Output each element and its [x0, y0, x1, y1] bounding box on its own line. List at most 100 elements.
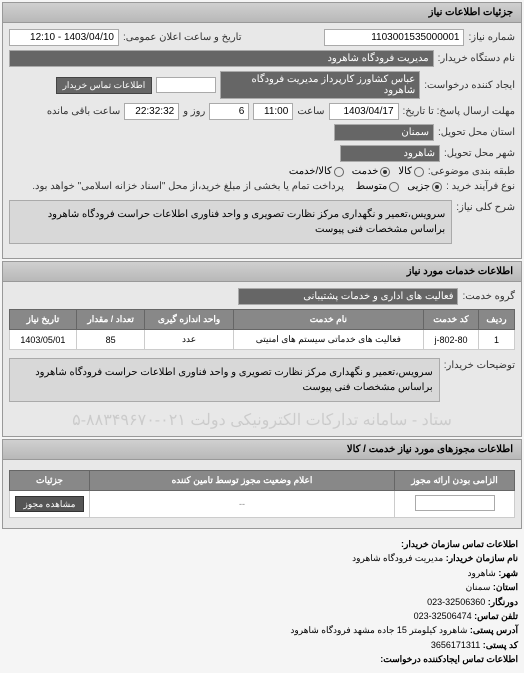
radio-dot-icon — [414, 167, 424, 177]
remaining-days-label: روز و — [183, 106, 205, 117]
desc-label: شرح کلی نیاز: — [456, 196, 515, 213]
contact-province: استان: سمنان — [6, 580, 518, 594]
table-row[interactable]: 1 j-802-80 فعالیت های خدماتی سیستم های ا… — [10, 330, 515, 350]
city-value: شاهرود — [340, 145, 440, 162]
cell-unit: عدد — [145, 330, 233, 350]
licenses-header: اطلاعات مجوزهای مورد نیاز خدمت / کالا — [3, 440, 521, 460]
service-group-label: گروه خدمت: — [462, 291, 515, 302]
purchase-type-label: نوع فرآیند خرید : — [446, 181, 515, 192]
announce-date-value: 1403/04/10 - 12:10 — [9, 29, 119, 46]
deadline-time: 11:00 — [253, 103, 293, 120]
requester-label: ایجاد کننده درخواست: — [424, 80, 515, 91]
contact-province-label: استان: — [493, 582, 518, 592]
contact-city: شهر: شاهرود — [6, 566, 518, 580]
col-row: ردیف — [478, 310, 514, 330]
contact-org: نام سازمان خریدار: مدیریت فرودگاه شاهرود — [6, 551, 518, 565]
need-details-body: شماره نیاز: 1103001535000001 تاریخ و ساع… — [3, 23, 521, 258]
services-table: ردیف کد خدمت نام خدمت واحد اندازه گیری ت… — [9, 309, 515, 350]
cell-row: 1 — [478, 330, 514, 350]
col-name: نام خدمت — [233, 310, 423, 330]
time-label-1: ساعت — [297, 106, 324, 117]
org-value: مدیریت فرودگاه شاهرود — [9, 50, 434, 67]
deadline-label: مهلت ارسال پاسخ: تا تاریخ: — [403, 106, 515, 117]
col-status: اعلام وضعیت مجوز توسط تامین کننده — [90, 471, 395, 491]
radio-khadamat[interactable]: خدمت — [352, 166, 391, 177]
requester-extra — [156, 77, 216, 93]
purchase-radio-group: جزیی متوسط — [356, 181, 442, 192]
radio-kala[interactable]: کالا — [398, 166, 424, 177]
services-header: اطلاعات خدمات مورد نیاز — [3, 262, 521, 282]
contact-org-value: مدیریت فرودگاه شاهرود — [352, 553, 443, 563]
cell-mandatory — [395, 491, 515, 518]
need-details-panel: جزئیات اطلاعات نیاز شماره نیاز: 11030015… — [2, 2, 522, 259]
province-label: استان محل تحویل: — [438, 127, 515, 138]
col-qty: تعداد / مقدار — [76, 310, 145, 330]
contact-phone: تلفن تماس: 32506474-023 — [6, 609, 518, 623]
radio-both-label: کالا/خدمت — [289, 166, 332, 177]
services-body: گروه خدمت: فعالیت های اداری و خدمات پشتی… — [3, 282, 521, 436]
col-code: کد خدمت — [424, 310, 479, 330]
buyer-notes-text: سرویس،تعمیر و نگهداری مرکز نظارت تصویری … — [9, 358, 440, 402]
col-date: تاریخ نیاز — [10, 310, 77, 330]
radio-dot-icon — [432, 182, 442, 192]
radio-khadamat-label: خدمت — [352, 166, 379, 177]
need-details-header: جزئیات اطلاعات نیاز — [3, 3, 521, 23]
contact-buyer-button[interactable]: اطلاعات تماس خریدار — [56, 77, 153, 94]
contact-phone-value: 32506474-023 — [414, 611, 472, 621]
need-no-label: شماره نیاز: — [468, 32, 515, 43]
radio-small-label: جزیی — [407, 181, 430, 192]
radio-dot-icon — [389, 182, 399, 192]
table-header-row: ردیف کد خدمت نام خدمت واحد اندازه گیری ت… — [10, 310, 515, 330]
mandatory-field — [415, 495, 495, 511]
buyer-notes-label: توضیحات خریدار: — [444, 354, 515, 371]
city-label: شهر محل تحویل: — [444, 148, 515, 159]
table-header-row: الزامی بودن ارائه مجوز اعلام وضعیت مجوز … — [10, 471, 515, 491]
view-license-button[interactable]: مشاهده مجوز — [15, 496, 85, 512]
contact-phone-label: تلفن تماس: — [474, 611, 518, 621]
licenses-table: الزامی بودن ارائه مجوز اعلام وضعیت مجوز … — [9, 470, 515, 518]
radio-kala-label: کالا — [398, 166, 412, 177]
need-no-value: 1103001535000001 — [324, 29, 464, 46]
cell-status: -- — [90, 491, 395, 518]
type-label: طبقه بندی موضوعی: — [428, 166, 515, 177]
contact-postcode: کد پستی: 3656171311 — [6, 638, 518, 652]
cell-date: 1403/05/01 — [10, 330, 77, 350]
licenses-body: الزامی بودن ارائه مجوز اعلام وضعیت مجوز … — [3, 460, 521, 528]
radio-small[interactable]: جزیی — [407, 181, 442, 192]
table-row: -- مشاهده مجوز — [10, 491, 515, 518]
contact-address-label: آدرس پستی: — [470, 625, 518, 635]
contact-province-value: سمنان — [466, 582, 491, 592]
watermark-text: ستاد - سامانه تدارکات الکترونیکی دولت ۰۲… — [9, 410, 515, 430]
radio-medium[interactable]: متوسط — [356, 181, 399, 192]
contact-fax: دورنگار: 32506360-023 — [6, 595, 518, 609]
radio-dot-icon — [380, 167, 390, 177]
cell-code: j-802-80 — [424, 330, 479, 350]
radio-dot-icon — [334, 167, 344, 177]
service-group-value: فعالیت های اداری و خدمات پشتیبانی — [238, 288, 458, 305]
radio-medium-label: متوسط — [356, 181, 387, 192]
province-value: سمنان — [334, 124, 434, 141]
requester-value: عباس کشاورز کارپرداز مدیریت فرودگاه شاهر… — [220, 71, 420, 99]
contact-fax-label: دورنگار: — [488, 597, 518, 607]
contact-fax-value: 32506360-023 — [427, 597, 485, 607]
type-radio-group: کالا خدمت کالا/خدمت — [289, 166, 424, 177]
purchase-note: پرداخت تمام یا بخشی از مبلغ خرید،از محل … — [32, 181, 344, 192]
requester-contact-title: اطلاعات تماس ایجادکننده درخواست: — [6, 652, 518, 666]
cell-qty: 85 — [76, 330, 145, 350]
contact-city-value: شاهرود — [467, 568, 495, 578]
licenses-panel: اطلاعات مجوزهای مورد نیاز خدمت / کالا ال… — [2, 439, 522, 529]
remaining-suffix: ساعت باقی مانده — [47, 106, 120, 117]
remaining-time: 22:32:32 — [124, 103, 179, 120]
desc-text: سرویس،تعمیر و نگهداری مرکز نظارت تصویری … — [9, 200, 452, 244]
contact-org-label: نام سازمان خریدار: — [446, 553, 518, 563]
contact-address-value: شاهرود کیلومتر 15 جاده مشهد فرودگاه شاهر… — [290, 625, 467, 635]
contact-postcode-value: 3656171311 — [431, 640, 480, 650]
contact-city-label: شهر: — [498, 568, 518, 578]
buyer-contact-info: اطلاعات تماس سازمان خریدار: نام سازمان خ… — [0, 531, 524, 673]
col-mandatory: الزامی بودن ارائه مجوز — [395, 471, 515, 491]
cell-name: فعالیت های خدماتی سیستم های امنیتی — [233, 330, 423, 350]
remaining-days: 6 — [209, 103, 249, 120]
radio-both[interactable]: کالا/خدمت — [289, 166, 344, 177]
contact-title: اطلاعات تماس سازمان خریدار: — [6, 537, 518, 551]
contact-postcode-label: کد پستی: — [483, 640, 518, 650]
